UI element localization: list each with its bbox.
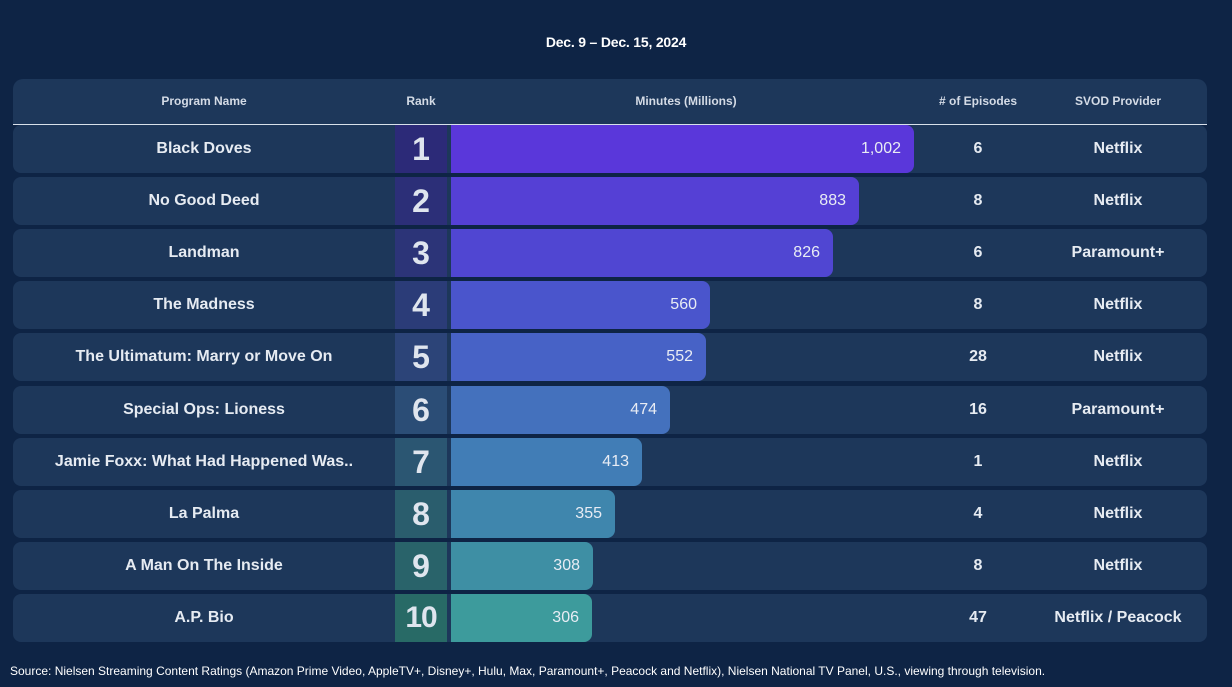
- svod-provider: Netflix / Peacock: [1054, 609, 1182, 626]
- rank-badge: 5: [395, 333, 447, 381]
- table-row: The Ultimatum: Marry or Move On 5 552 28 Net…: [13, 333, 1207, 381]
- table-row: Black Doves 1 1,002 6 Netflix: [13, 125, 1207, 173]
- rank-badge: 4: [395, 281, 447, 329]
- program-name: A.P. Bio: [174, 609, 234, 626]
- minutes-value-label: 474: [630, 401, 657, 418]
- svod-provider: Netflix: [1093, 296, 1143, 313]
- minutes-bar: [451, 438, 642, 486]
- program-name: Special Ops: Lioness: [123, 401, 285, 418]
- table-row: A Man On The Inside 9 308 8 Netflix: [13, 542, 1207, 590]
- minutes-bar: [451, 281, 710, 329]
- table-row: Jamie Foxx: What Had Happened Was.. 7 413 1…: [13, 438, 1207, 486]
- program-name: The Ultimatum: Marry or Move On: [75, 348, 333, 365]
- episodes-count: 1: [973, 453, 983, 470]
- minutes-bar: [451, 229, 833, 277]
- program-name: La Palma: [168, 505, 240, 522]
- header-program-name: Program Name: [161, 94, 247, 108]
- minutes-value-label: 826: [793, 244, 820, 261]
- svod-provider: Netflix: [1093, 557, 1143, 574]
- episodes-count: 8: [973, 296, 983, 313]
- table-row: Special Ops: Lioness 6 474 16 Paramount+: [13, 386, 1207, 434]
- header-episodes: # of Episodes: [938, 94, 1018, 108]
- rank-badge: 9: [395, 542, 447, 590]
- program-name: Jamie Foxx: What Had Happened Was..: [54, 453, 354, 470]
- rank-badge: 7: [395, 438, 447, 486]
- program-name: A Man On The Inside: [125, 557, 283, 574]
- svod-provider: Paramount+: [1071, 401, 1165, 418]
- minutes-bar: [451, 333, 706, 381]
- svod-provider: Netflix: [1093, 453, 1143, 470]
- table-header: Program Name Rank Minutes (Millions) # o…: [13, 79, 1207, 125]
- episodes-count: 47: [969, 609, 987, 626]
- rank-badge: 3: [395, 229, 447, 277]
- minutes-value-label: 308: [553, 557, 580, 574]
- rank-badge: 10: [395, 594, 447, 642]
- rank-badge: 2: [395, 177, 447, 225]
- rank-badge: 6: [395, 386, 447, 434]
- svod-provider: Paramount+: [1071, 244, 1165, 261]
- minutes-value-label: 413: [602, 453, 629, 470]
- table-row: The Madness 4 560 8 Netflix: [13, 281, 1207, 329]
- episodes-count: 8: [973, 192, 983, 209]
- table-row: No Good Deed 2 883 8 Netflix: [13, 177, 1207, 225]
- rank-badge: 1: [395, 125, 447, 173]
- minutes-bar: [451, 177, 859, 225]
- svod-provider: Netflix: [1093, 505, 1143, 522]
- minutes-bar: [451, 386, 670, 434]
- minutes-value-label: 560: [670, 296, 697, 313]
- minutes-value-label: 1,002: [860, 140, 901, 157]
- episodes-count: 4: [973, 505, 983, 522]
- minutes-value-label: 883: [819, 192, 846, 209]
- rank-badge: 8: [395, 490, 447, 538]
- program-name: The Madness: [153, 296, 255, 313]
- minutes-value-label: 355: [575, 505, 602, 522]
- minutes-bar: [451, 594, 592, 642]
- episodes-count: 6: [973, 244, 983, 261]
- episodes-count: 6: [973, 140, 983, 157]
- minutes-bar: [451, 542, 593, 590]
- svod-provider: Netflix: [1093, 348, 1143, 365]
- minutes-value-label: 552: [666, 348, 693, 365]
- svod-provider: Netflix: [1093, 140, 1143, 157]
- minutes-bar: [451, 490, 615, 538]
- table-row: La Palma 8 355 4 Netflix: [13, 490, 1207, 538]
- table-row: A.P. Bio 10 306 47 Netflix / Peacock: [13, 594, 1207, 642]
- program-name: No Good Deed: [148, 192, 260, 209]
- program-name: Black Doves: [156, 140, 252, 157]
- header-minutes: Minutes (Millions): [635, 94, 737, 108]
- episodes-count: 16: [969, 401, 987, 418]
- episodes-count: 8: [973, 557, 983, 574]
- date-range-title: Dec. 9 – Dec. 15, 2024: [545, 34, 687, 50]
- ranking-table: Program Name Rank Minutes (Millions) # o…: [13, 79, 1207, 643]
- header-rank: Rank: [406, 94, 436, 108]
- header-provider: SVOD Provider: [1074, 94, 1162, 108]
- table-row: Landman 3 826 6 Paramount+: [13, 229, 1207, 277]
- program-name: Landman: [168, 244, 240, 261]
- minutes-bar: [451, 125, 914, 173]
- episodes-count: 28: [969, 348, 987, 365]
- svod-provider: Netflix: [1093, 192, 1143, 209]
- source-note: Source: Nielsen Streaming Content Rating…: [10, 664, 1046, 678]
- minutes-value-label: 306: [552, 609, 579, 626]
